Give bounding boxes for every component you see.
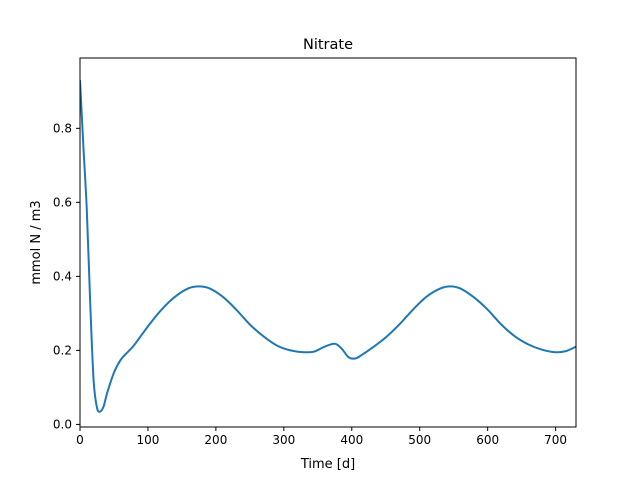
x-tick-label: 200	[204, 433, 227, 447]
ticks-layer: 0 100 200 300 400 500 600 700 0.0 0.2 0.4 0.6 0.8	[53, 122, 567, 447]
x-tick-label: 100	[136, 433, 159, 447]
plot-layer	[80, 80, 576, 413]
x-tick-label: 400	[340, 433, 363, 447]
y-tick-label: 0.2	[53, 344, 72, 358]
x-tick-label: 500	[408, 433, 431, 447]
nitrate-series-line	[80, 80, 576, 413]
x-tick-label: 700	[544, 433, 567, 447]
y-tick-label: 0.6	[53, 196, 72, 210]
y-axis-label: mmol N / m3	[29, 200, 44, 284]
x-tick-label: 0	[76, 433, 84, 447]
x-tick-label: 600	[476, 433, 499, 447]
x-tick-label: 300	[272, 433, 295, 447]
chart-title: Nitrate	[303, 37, 353, 53]
y-tick-label: 0.8	[53, 122, 72, 136]
axes-frame	[79, 57, 577, 428]
y-tick-label: 0.4	[53, 270, 72, 284]
x-axis-label: Time [d]	[300, 457, 355, 472]
y-tick-label: 0.0	[53, 418, 72, 432]
